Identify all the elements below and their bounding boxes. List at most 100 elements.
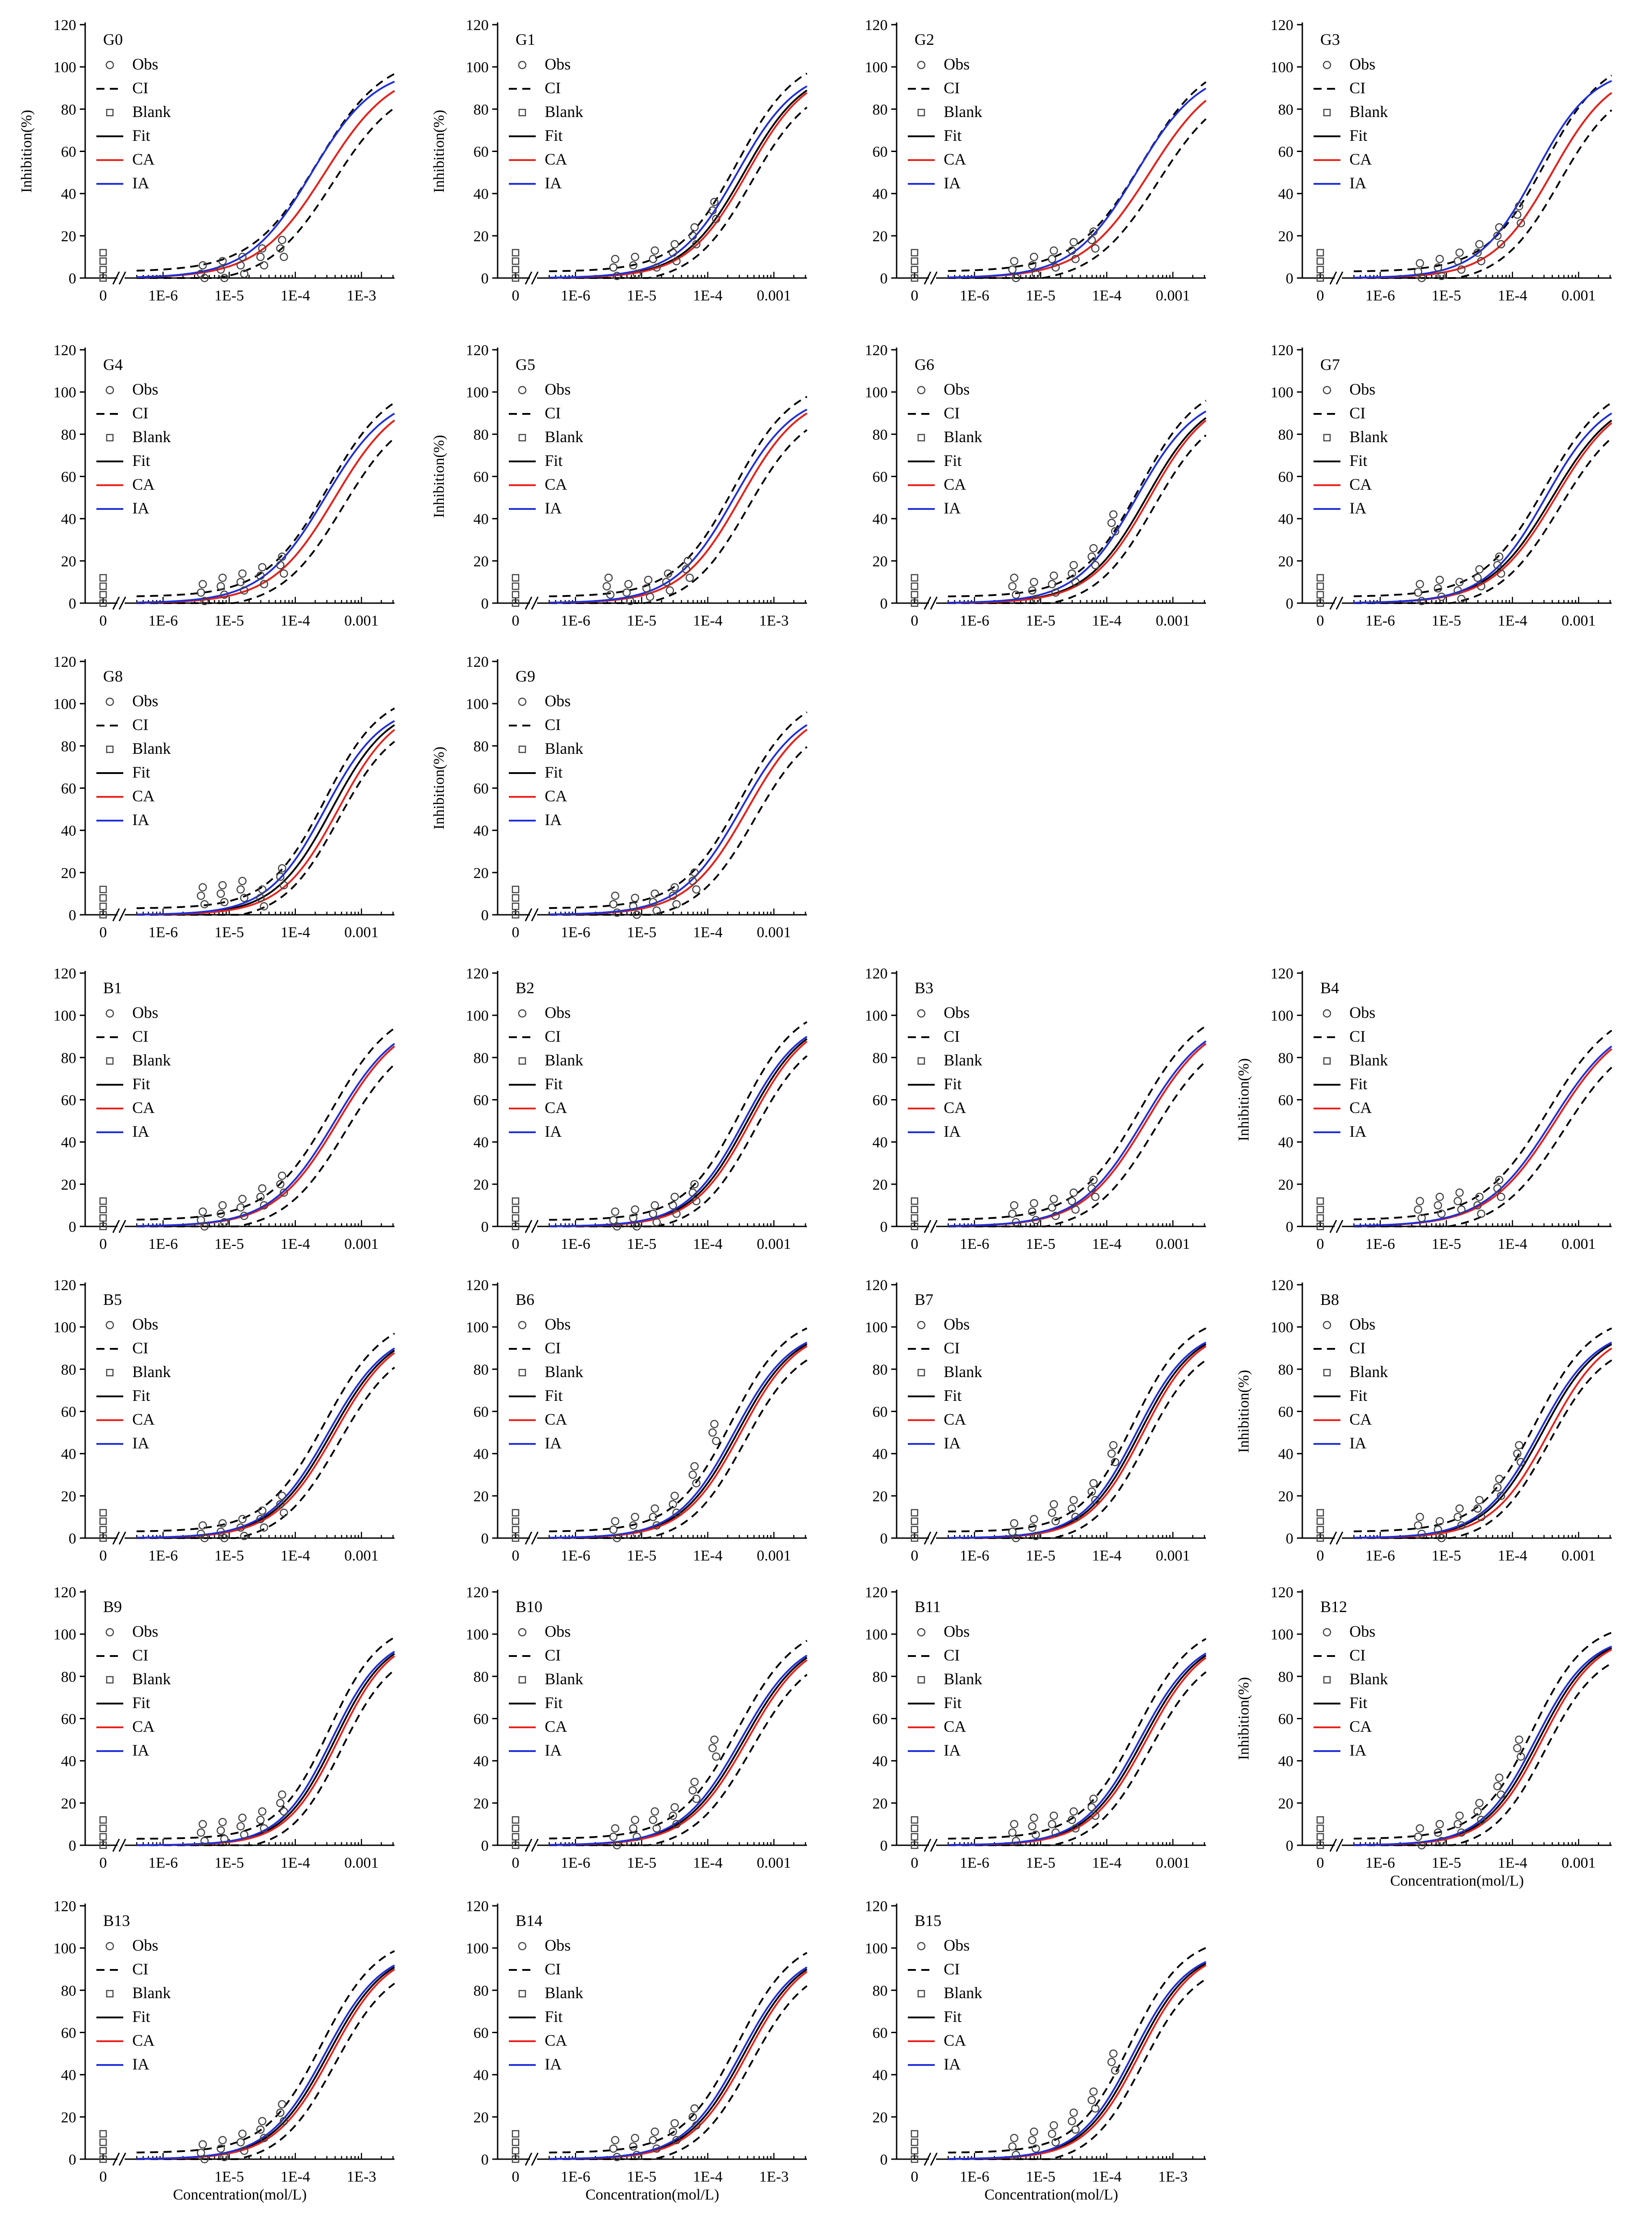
axis-break-mark (924, 1839, 932, 1852)
legend: Obs CI Blank Fit CA IA (509, 1004, 583, 1140)
x-tick-label: 1E-6 (1366, 1855, 1395, 1871)
obs-point (1513, 210, 1522, 219)
y-tick-label: 100 (1270, 1319, 1293, 1336)
ci-lower-line (1353, 1662, 1613, 1846)
ia-line (1353, 80, 1612, 279)
y-tick-label: 60 (1278, 1711, 1293, 1728)
legend-label: Blank (944, 103, 982, 121)
y-tick-label: 80 (473, 738, 489, 755)
obs-point (1028, 586, 1036, 595)
y-tick-label: 20 (1278, 1795, 1293, 1812)
obs-point (1089, 1795, 1098, 1803)
blank-point (911, 1509, 919, 1517)
blank-point (1316, 1825, 1324, 1832)
panel-title: B5 (103, 1291, 122, 1308)
obs-point (1071, 578, 1080, 587)
blank-point (911, 249, 919, 256)
y-tick-label: 60 (872, 469, 888, 486)
y-tick-label: 120 (53, 965, 76, 982)
legend-label: CA (944, 1099, 966, 1117)
blank-point (99, 902, 107, 910)
ci-lower-line (948, 1061, 1207, 1227)
obs-point (609, 900, 618, 909)
obs-point (1008, 582, 1017, 591)
x-tick-label: 1E-5 (214, 1236, 244, 1252)
ci-lower-line (549, 1674, 808, 1846)
obs-point (1088, 1184, 1096, 1193)
axis-break-mark (525, 1839, 533, 1852)
obs-point (629, 902, 637, 911)
obs-point (666, 586, 674, 595)
legend: Obs CI Blank Fit CA IA (96, 1936, 171, 2073)
obs-point (1475, 565, 1484, 574)
blank-point (911, 574, 919, 582)
ca-line (136, 1655, 395, 1846)
obs-point (200, 1534, 209, 1543)
obs-point (670, 240, 679, 248)
obs-point (1071, 1205, 1080, 1214)
x-tick-label: 1E-6 (148, 1855, 178, 1871)
obs-point (1089, 227, 1098, 236)
obs-point (682, 565, 690, 574)
obs-point (258, 1506, 267, 1515)
obs-point (199, 2140, 207, 2149)
obs-point (1030, 2127, 1038, 2136)
y-tick-label: 60 (61, 2025, 76, 2042)
obs-point (240, 2146, 248, 2155)
obs-point (690, 1778, 699, 1786)
obs-point (649, 898, 657, 906)
x-tick-label-zero: 0 (512, 287, 520, 304)
y-tick-label: 20 (872, 2109, 888, 2126)
obs-point (1513, 1744, 1522, 1752)
x-tick-label: 1E-4 (1092, 1855, 1122, 1871)
obs-point (685, 574, 694, 582)
obs-point (1008, 1209, 1017, 1218)
legend-label: IA (132, 811, 149, 829)
x-tick-label: 1E-5 (1026, 613, 1055, 629)
legend: Obs CI Blank Fit CA IA (1314, 380, 1388, 517)
obs-point (218, 257, 227, 265)
blank-point (512, 1517, 520, 1525)
blank-point (512, 1206, 520, 1213)
x-tick-label: 1E-6 (1366, 1548, 1395, 1564)
axis-break-mark (525, 908, 533, 922)
legend-label: CI (944, 1027, 960, 1045)
obs-point (672, 257, 681, 265)
obs-point (649, 1209, 657, 1218)
legend-label: CI (545, 1960, 561, 1978)
obs-point (256, 1192, 265, 1201)
obs-point (1071, 2125, 1080, 2134)
y-tick-label: 0 (1286, 270, 1293, 287)
fit-line (948, 100, 1207, 278)
legend-label: IA (132, 1122, 149, 1140)
obs-point (1477, 1209, 1486, 1218)
axis-break-mark (924, 271, 932, 285)
x-tick-label-zero: 0 (911, 1236, 919, 1252)
legend-label: CI (132, 1646, 148, 1664)
obs-point (1028, 1822, 1036, 1830)
y-tick-label: 40 (61, 1135, 76, 1151)
ci-lower-line (1353, 1066, 1613, 1227)
obs-point (278, 552, 286, 561)
blank-point (512, 265, 520, 274)
axis-break-mark (112, 908, 120, 922)
legend-blank-marker (106, 434, 114, 442)
ci-upper-line (549, 1021, 808, 1221)
y-tick-label: 20 (473, 865, 489, 882)
x-tick-label: 1E-6 (1366, 287, 1395, 304)
legend-label: IA (1349, 174, 1366, 192)
legend-label: CI (545, 404, 561, 422)
obs-point (278, 1790, 286, 1799)
chart-panel: 0 20 40 60 80 100 120 0 1E-6 1E-5 1E-4 0.001 G9 Inhib… (431, 654, 808, 941)
ca-line (549, 92, 808, 279)
y-tick-label: 60 (61, 1092, 76, 1109)
obs-point (280, 252, 288, 261)
chart-panel: 0 20 40 60 80 100 120 0 1E-6 1E-5 1E-4 0.001 B9 Obs CI… (53, 1584, 395, 1871)
x-tick-label-zero: 0 (100, 613, 107, 629)
legend: Obs CI Blank Fit CA IA (908, 1622, 982, 1759)
obs-point (609, 2144, 618, 2153)
ia-line (136, 1964, 395, 2160)
legend-blank-marker (518, 434, 526, 442)
obs-point (197, 2148, 205, 2157)
